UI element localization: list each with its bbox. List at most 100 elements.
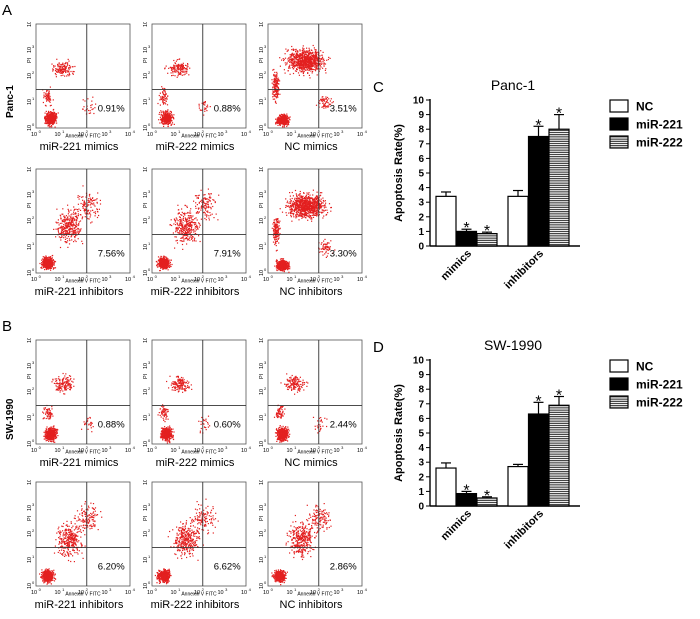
y-tick-label: 8 bbox=[418, 125, 424, 136]
y-tick-label: 10 bbox=[259, 441, 265, 447]
y-tick-label: 3 bbox=[418, 198, 424, 209]
x-tick-label: 10 bbox=[310, 277, 316, 283]
x-tick-exponent: 3 bbox=[341, 587, 344, 592]
y-tick-exponent: 4 bbox=[32, 22, 35, 23]
y-tick-label: 10 bbox=[27, 505, 33, 511]
flow-plot-a-4: 7.56%100101102103104100101102103104Annex… bbox=[27, 167, 136, 285]
y-tick-label: 10 bbox=[27, 557, 33, 563]
x-tick-label: 10 bbox=[333, 132, 339, 138]
quadrant-percent: 6.62% bbox=[214, 561, 241, 572]
y-tick-exponent: 1 bbox=[264, 96, 267, 101]
x-tick-exponent: 2 bbox=[318, 587, 321, 592]
x-tick-label: 10 bbox=[31, 448, 37, 454]
x-tick-exponent: 2 bbox=[318, 445, 321, 450]
y-axis-label: PI bbox=[143, 373, 149, 379]
x-tick-exponent: 0 bbox=[39, 445, 42, 450]
y-tick-label: 1 bbox=[418, 227, 424, 238]
scatter-dots bbox=[273, 373, 328, 443]
y-tick-label: 10 bbox=[259, 363, 265, 369]
x-tick-exponent: 1 bbox=[294, 274, 297, 279]
significance-marker: * bbox=[556, 388, 562, 405]
y-axis-label: Apoptosis Rate(%) bbox=[393, 384, 405, 482]
y-tick-label: 10 bbox=[259, 338, 265, 343]
y-tick-label: 10 bbox=[27, 415, 33, 421]
y-axis-label: PI bbox=[27, 57, 33, 63]
plot-caption: miR-221 inhibitors bbox=[34, 286, 124, 298]
x-tick-label: 10 bbox=[217, 277, 223, 283]
x-tick-exponent: 4 bbox=[133, 274, 136, 279]
x-tick-exponent: 3 bbox=[225, 274, 228, 279]
y-tick-exponent: 3 bbox=[264, 360, 267, 365]
y-tick-label: 10 bbox=[143, 557, 149, 563]
plot-caption: miR-222 inhibitors bbox=[150, 599, 240, 611]
x-axis-label: Annexin V FITC bbox=[65, 592, 101, 598]
x-tick-label: 10 bbox=[147, 132, 153, 138]
y-tick-exponent: 1 bbox=[32, 554, 35, 559]
y-axis-label: Apoptosis Rate(%) bbox=[393, 124, 405, 222]
x-tick-exponent: 0 bbox=[271, 587, 274, 592]
y-axis-label: PI bbox=[259, 373, 265, 379]
flow-plot-b-1: 0.88%100101102103104100101102103104Annex… bbox=[27, 338, 136, 456]
x-tick-exponent: 3 bbox=[341, 445, 344, 450]
flow-plot-a-1: 0.91%100101102103104100101102103104Annex… bbox=[27, 22, 136, 140]
y-tick-exponent: 2 bbox=[148, 215, 151, 220]
y-tick-label: 10 bbox=[143, 218, 149, 224]
y-tick-label: 10 bbox=[259, 270, 265, 276]
x-axis-label: Annexin V FITC bbox=[297, 592, 333, 598]
x-tick-exponent: 0 bbox=[39, 587, 42, 592]
y-tick-exponent: 0 bbox=[264, 438, 267, 443]
y-tick-exponent: 0 bbox=[264, 122, 267, 127]
x-tick-exponent: 3 bbox=[341, 129, 344, 134]
x-tick-exponent: 1 bbox=[294, 129, 297, 134]
x-tick-exponent: 3 bbox=[225, 129, 228, 134]
x-tick-exponent: 3 bbox=[109, 445, 112, 450]
y-tick-label: 10 bbox=[259, 47, 265, 53]
y-tick-label: 10 bbox=[27, 47, 33, 53]
chart-title: SW-1990 bbox=[484, 337, 542, 353]
bars: * * * * bbox=[435, 388, 570, 507]
flow-plot-b-6: 2.86%100101102103104100101102103104Annex… bbox=[259, 480, 368, 598]
x-tick-exponent: 2 bbox=[318, 274, 321, 279]
y-tick-label: 2 bbox=[418, 472, 424, 483]
x-axis-label: Annexin V FITC bbox=[65, 450, 101, 456]
x-tick-exponent: 0 bbox=[155, 587, 158, 592]
bars: * * * * bbox=[435, 106, 570, 247]
x-tick-label: 10 bbox=[101, 277, 107, 283]
y-tick-label: 10 bbox=[143, 167, 149, 172]
x-tick-label: 10 bbox=[357, 448, 363, 454]
y-tick-exponent: 2 bbox=[148, 386, 151, 391]
y-tick-exponent: 4 bbox=[32, 167, 35, 168]
y-tick-exponent: 1 bbox=[148, 412, 151, 417]
y-tick-label: 10 bbox=[27, 99, 33, 105]
y-tick-label: 10 bbox=[143, 22, 149, 27]
quadrant-percent: 0.88% bbox=[214, 103, 241, 114]
y-tick-exponent: 2 bbox=[264, 386, 267, 391]
quadrant-percent: 3.51% bbox=[330, 103, 357, 114]
legend-label: miR-221 bbox=[636, 118, 683, 132]
y-tick-exponent: 3 bbox=[264, 502, 267, 507]
x-tick-label: 10 bbox=[147, 448, 153, 454]
category-label: mimics bbox=[439, 248, 474, 283]
x-tick-label: 10 bbox=[54, 132, 60, 138]
x-tick-exponent: 0 bbox=[39, 129, 42, 134]
y-tick-label: 10 bbox=[143, 47, 149, 53]
x-tick-exponent: 1 bbox=[62, 587, 65, 592]
x-axis-label: Annexin V FITC bbox=[181, 134, 217, 140]
x-tick-label: 10 bbox=[78, 277, 84, 283]
y-tick-label: 7 bbox=[418, 139, 424, 150]
y-tick-exponent: 4 bbox=[264, 22, 267, 23]
x-tick-exponent: 0 bbox=[39, 274, 42, 279]
x-tick-exponent: 2 bbox=[202, 129, 205, 134]
x-tick-label: 10 bbox=[170, 590, 176, 596]
y-tick-label: 9 bbox=[418, 110, 424, 121]
y-tick-exponent: 0 bbox=[148, 267, 151, 272]
y-tick-exponent: 2 bbox=[148, 70, 151, 75]
x-tick-exponent: 1 bbox=[294, 445, 297, 450]
quadrant-percent: 2.86% bbox=[330, 561, 357, 572]
legend-swatch bbox=[609, 377, 629, 391]
